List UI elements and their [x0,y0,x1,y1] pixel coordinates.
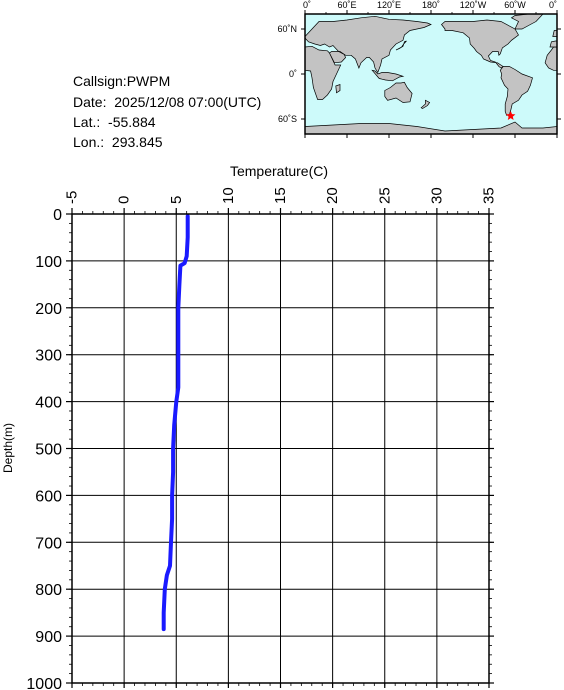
map-lat-label: 0˚ [289,69,297,79]
land-japan [395,40,407,51]
land-madagascar [335,84,341,94]
x-tick-label: 20 [324,187,341,204]
x-tick-label: 5 [168,196,185,204]
lon-line: Lon.: 293.845 [73,134,163,150]
profile-plot: -5 0 5 10 15 20 25 30 35010020030040050060070080… [1,163,498,690]
y-tick-label: 600 [35,488,62,505]
map-land [304,13,558,135]
location-map: 0˚ 60˚E 120˚E 180˚ 120˚W 60˚W 0˚ 60˚N 0˚ 60˚S [277,0,561,138]
map-ticks [301,10,561,138]
map-lon-label: 120˚E [377,0,401,10]
x-tick-label: -5 [64,191,81,204]
callsign-label: Callsign: [73,73,127,89]
callsign-value: PWPM [126,73,171,89]
y-tick-label: 700 [35,535,62,552]
tick-labels: -5 0 5 10 15 20 25 30 35010020030040050060070080… [26,187,497,690]
x-tick-label: 35 [481,187,498,204]
lon-value: 293.845 [111,134,163,150]
map-tick-labels: 0˚ 60˚E 120˚E 180˚ 120˚W 60˚W 0˚ 60˚N 0˚ 60˚S [277,0,557,124]
station-location-marker [505,110,516,120]
callsign-line: Callsign:PWPM [73,73,170,89]
map-lon-label: 120˚W [460,0,487,10]
date-label: Date: [73,94,107,110]
lon-label: Lon.: [73,134,105,150]
y-tick-label: 200 [35,301,62,318]
map-lon-label: 60˚W [504,0,526,10]
y-tick-label: 100 [35,254,62,271]
temperature-profile-line [161,214,190,632]
land-africa [304,45,342,100]
y-tick-label: 500 [35,442,62,459]
date-value: 2025/12/08 07:00(UTC) [114,94,262,110]
land-indonesia [371,69,405,82]
lat-label: Lat.: [73,114,101,130]
map-lon-label: 180˚ [422,0,440,10]
land-iberia [549,40,558,48]
date-line: Date: 2025/12/08 07:00(UTC) [73,94,261,110]
y-tick-label: 0 [53,207,62,224]
x-tick-label: 15 [272,187,289,204]
land-eurasia [304,15,432,74]
x-axis-label: Temperature(C) [230,163,328,179]
lat-value: -55.884 [108,114,156,130]
y-tick-label: 300 [35,348,62,365]
x-tick-label: 25 [376,187,393,204]
plot-frame [71,213,490,684]
land-new-zealand [420,99,431,109]
land-arabia [329,51,347,64]
land-australia [384,81,413,103]
map-lon-label: 60˚E [337,0,356,10]
y-tick-label: 400 [35,395,62,412]
map-lat-label: 60˚N [277,24,297,34]
map-lat-label: 60˚S [278,114,297,124]
x-tick-label: 0 [116,196,133,204]
land-south-america [499,66,533,116]
y-tick-label: 800 [35,582,62,599]
y-tick-label: 1000 [26,676,62,690]
map-lon-label: 0˚ [549,0,557,10]
x-tick-label: 30 [428,187,445,204]
y-tick-label: 900 [35,629,62,646]
map-lon-label: 0˚ [303,0,311,10]
land-north-america [441,19,519,69]
x-tick-label: 10 [220,187,237,204]
lat-line: Lat.: -55.884 [73,114,156,130]
y-axis-label: Depth(m) [1,423,15,473]
